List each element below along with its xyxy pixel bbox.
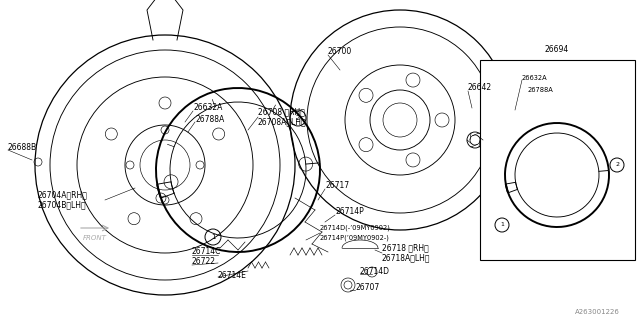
Text: 26707: 26707 — [355, 284, 380, 292]
Text: 26714C: 26714C — [192, 247, 221, 257]
Text: 26700: 26700 — [328, 47, 352, 57]
Text: 26722: 26722 — [192, 258, 216, 267]
Text: 1: 1 — [500, 222, 504, 228]
Text: 26717: 26717 — [325, 181, 349, 190]
Text: 26642: 26642 — [468, 84, 492, 92]
Text: 26714D: 26714D — [360, 268, 390, 276]
Text: 26788A: 26788A — [195, 116, 224, 124]
Text: 26708 〈RH〉: 26708 〈RH〉 — [258, 108, 305, 116]
Text: 26714P: 26714P — [335, 207, 364, 217]
Text: 26704A〈RH〉: 26704A〈RH〉 — [38, 190, 88, 199]
Text: 26704B〈LH〉: 26704B〈LH〉 — [38, 201, 86, 210]
Text: 2: 2 — [615, 163, 619, 167]
Text: A263001226: A263001226 — [575, 309, 620, 315]
Text: 1: 1 — [211, 234, 215, 240]
Text: 2: 2 — [296, 115, 300, 121]
Text: 26714D(-’09MY0902): 26714D(-’09MY0902) — [320, 225, 391, 231]
Text: 26632A: 26632A — [522, 75, 548, 81]
Text: 26708A〈LH〉: 26708A〈LH〉 — [258, 117, 307, 126]
Bar — [480, 60, 635, 260]
Text: 26714E: 26714E — [218, 270, 247, 279]
Text: 26718 〈RH〉: 26718 〈RH〉 — [382, 244, 429, 252]
Text: 26714P(’09MY0902-): 26714P(’09MY0902-) — [320, 235, 390, 241]
Text: 26788A: 26788A — [528, 87, 554, 93]
Text: 26632A: 26632A — [193, 103, 222, 113]
Text: FRONT: FRONT — [83, 235, 107, 241]
Text: 26694: 26694 — [545, 45, 569, 54]
Text: 26688B: 26688B — [8, 143, 37, 153]
Text: 26718A〈LH〉: 26718A〈LH〉 — [382, 253, 431, 262]
